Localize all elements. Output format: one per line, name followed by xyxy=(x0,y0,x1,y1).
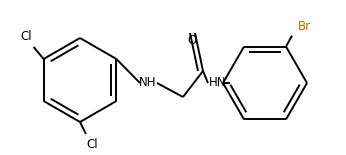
Text: NH: NH xyxy=(139,77,157,89)
Text: Br: Br xyxy=(298,20,311,33)
Text: Cl: Cl xyxy=(86,139,98,151)
Text: O: O xyxy=(188,35,197,47)
Text: Cl: Cl xyxy=(21,31,33,44)
Text: HN: HN xyxy=(209,77,227,89)
